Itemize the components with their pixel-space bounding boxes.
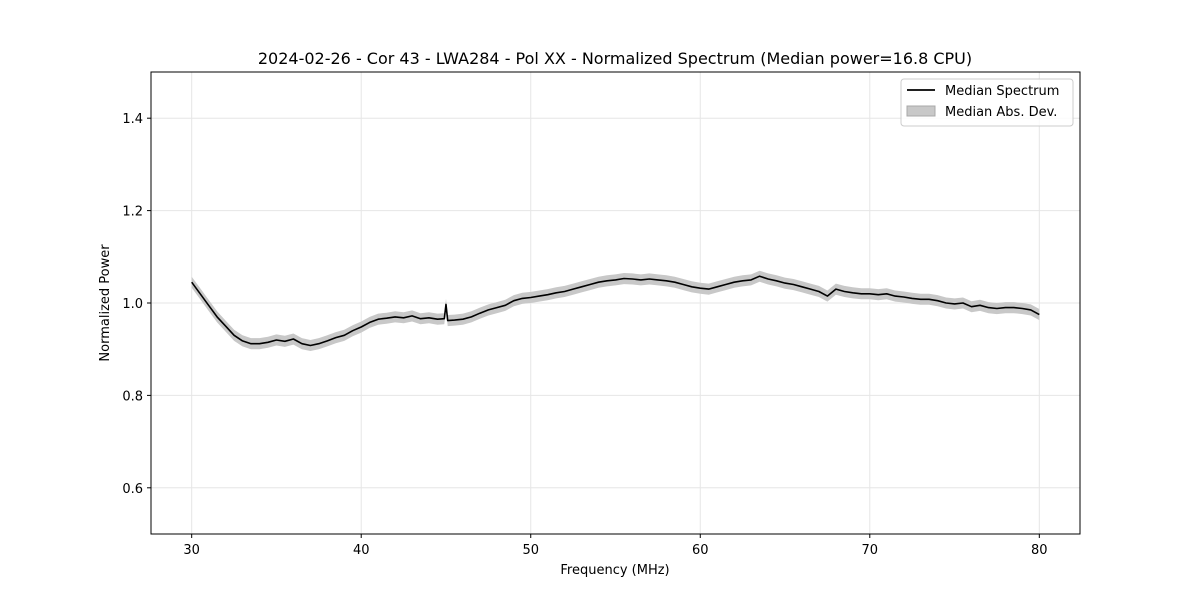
y-axis-label: Normalized Power — [98, 244, 113, 362]
y-tick-label: 0.8 — [122, 389, 143, 404]
legend-label-median-spectrum: Median Spectrum — [945, 84, 1059, 99]
x-tick-label: 50 — [522, 543, 539, 558]
median-abs-dev-band — [191, 270, 1040, 351]
legend: Median Spectrum Median Abs. Dev. — [900, 78, 1074, 127]
x-tick-label: 60 — [692, 543, 709, 558]
y-tick-label: 1.4 — [122, 112, 143, 127]
band-layer — [191, 270, 1040, 351]
legend-band-swatch — [906, 105, 936, 117]
chart-title: 2024-02-26 - Cor 43 - LWA284 - Pol XX - … — [258, 49, 972, 68]
y-tick-label: 1.2 — [122, 205, 143, 220]
median-spectrum-line — [191, 275, 1040, 347]
x-tick-label: 40 — [353, 543, 370, 558]
y-tick-label: 0.6 — [122, 482, 143, 497]
line-layer — [191, 275, 1040, 347]
x-tick-label: 30 — [183, 543, 200, 558]
plot-area-frame — [150, 71, 1081, 535]
axes-layer: 30 40 50 60 70 80 0.6 0.8 1.0 1.2 1.4 — [122, 71, 1081, 558]
x-tick-label: 70 — [862, 543, 879, 558]
y-tick-label: 1.0 — [122, 297, 143, 312]
legend-frame — [900, 78, 1074, 127]
x-tick-label: 80 — [1031, 543, 1048, 558]
x-axis-label: Frequency (MHz) — [560, 563, 669, 578]
legend-label-median-abs-dev: Median Abs. Dev. — [945, 105, 1057, 120]
